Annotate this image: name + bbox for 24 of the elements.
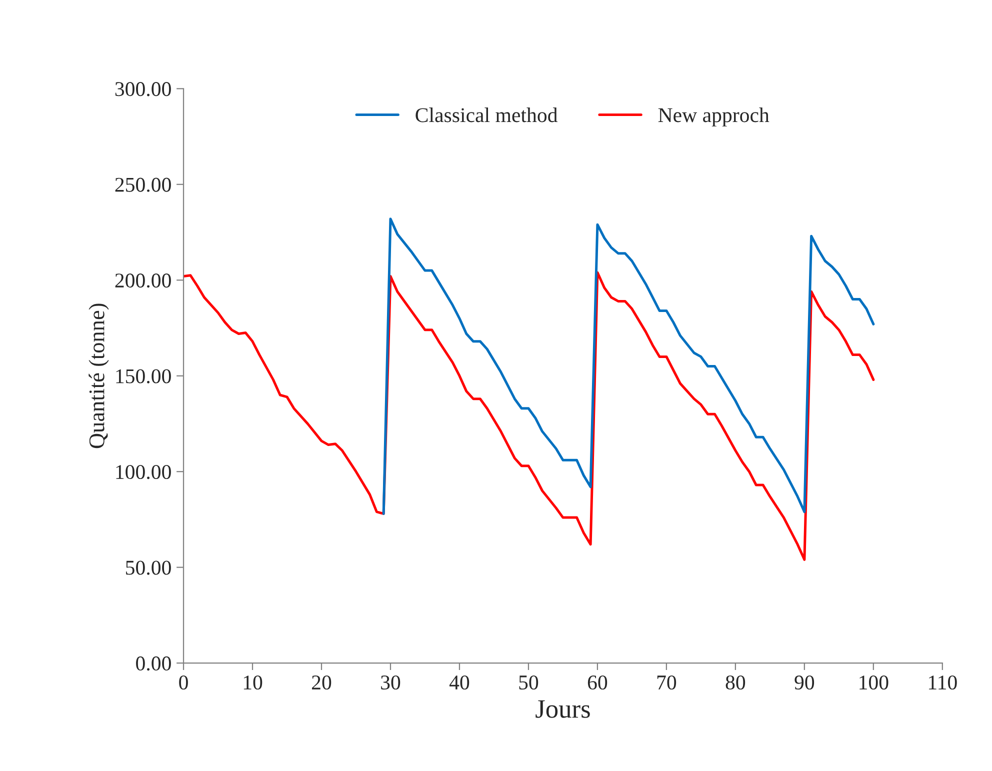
x-tick-label: 30 [381,675,400,690]
x-tick-label: 100 [860,675,888,690]
x-tick-label: 70 [657,675,676,690]
x-tick-label: 90 [794,675,814,690]
y-tick-label: 200.00 [115,274,171,288]
x-tick-label: 110 [929,675,957,690]
x-tick-label: 10 [244,675,262,690]
x-tick-label: 60 [588,675,608,690]
x-tick-label: 40 [449,675,470,690]
line-series [382,218,875,515]
x-tick-label: 50 [519,675,538,690]
y-tick-label: 300.00 [115,82,171,96]
y-tick-label: 100.00 [116,464,171,480]
x-tick-label: 80 [726,675,746,690]
x-tick-label: 0 [179,675,188,690]
y-tick-label: 0.00 [136,656,171,671]
legend-label: Classical method [416,108,558,122]
y-axis-title: Quantité (tonne) [88,304,109,448]
x-tick-label: 20 [312,675,332,690]
x-axis-title: Jours [536,700,590,718]
y-tick-label: 50.00 [126,560,171,575]
y-tick-label: 150.00 [116,369,171,384]
legend-label: New approch [658,108,770,126]
y-tick-label: 250.00 [115,178,171,192]
